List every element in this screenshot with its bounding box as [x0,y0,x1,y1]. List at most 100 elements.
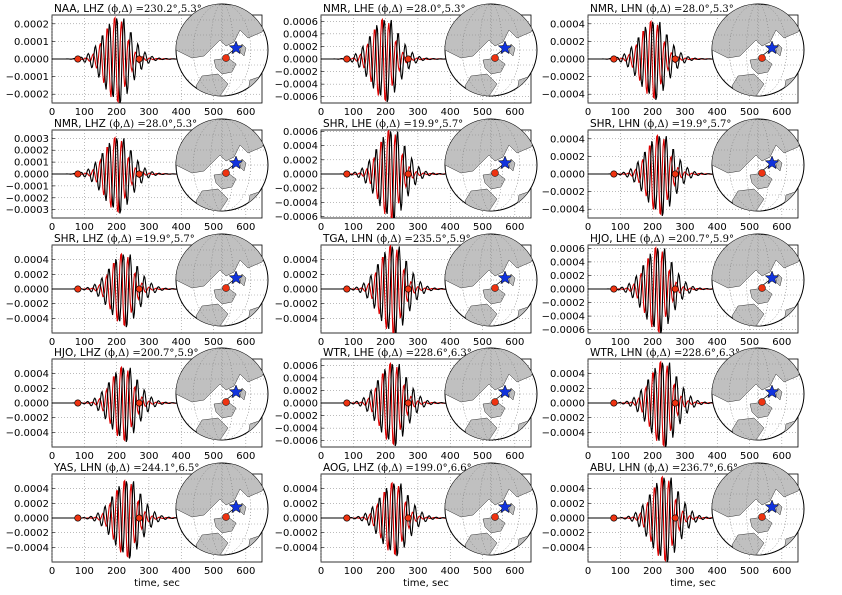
y-tick-label: 0.0000 [550,55,585,66]
y-tick-label: −0.0004 [275,198,318,209]
panel-nmr-lhn: 0 100 200 300 400 500 600 0.0004 0.0002 0.0000 −0.… [542,3,805,118]
y-tick-label: 0.0002 [283,270,318,281]
panel-abu-lhn: 0 100 200 300 400 500 600 0.0004 0.0002 0.0000 −0.… [542,462,805,589]
panel-hjo-lhe: 0 100 200 300 400 500 600 0.0006 0.0004 0.0002 0.0… [542,233,805,348]
y-tick-label: 0.0002 [283,499,318,510]
x-tick-label: 500 [204,222,223,233]
x-tick-label: 200 [643,451,662,462]
globe-inset [711,3,805,97]
y-tick-label: 0.0000 [550,399,585,410]
landmass [731,188,765,211]
x-tick-label: 100 [75,107,94,118]
panel-title: WTR, LHE (ϕ,Δ) =228.6°,6.3° [323,347,472,359]
x-tick-label: 300 [139,337,158,348]
y-tick-label: −0.0002 [6,90,49,101]
y-tick-label: 0.0000 [14,285,49,296]
y-tick-label: −0.0002 [6,413,49,424]
event-star-icon [228,270,244,285]
x-tick-label: 400 [441,107,460,118]
y-tick-label: 0.0000 [550,170,585,181]
globe-inset [444,347,538,441]
event-star-icon [497,270,513,285]
y-tick-label: 0.0000 [550,514,585,525]
globe-inset [711,233,805,327]
window-marker [343,514,351,522]
x-tick-label: 500 [740,222,759,233]
x-tick-label: 600 [772,107,791,118]
x-tick-label: 400 [441,451,460,462]
y-tick-label: 0.0002 [14,499,49,510]
y-tick-label: −0.0004 [542,312,585,323]
event-star-icon [497,384,513,399]
x-tick-label: 500 [204,566,223,577]
globe-inset [711,347,805,441]
meridian [729,119,787,211]
x-tick-label: 400 [441,566,460,577]
y-tick-label: 0.0004 [283,141,318,152]
x-tick-label: 500 [473,222,492,233]
event-star-icon [497,40,513,55]
panel-wtr-lhn: 0 100 200 300 400 500 600 0.0004 0.0002 0.0000 −0.… [542,347,805,462]
x-tick-label: 0 [49,222,55,233]
x-tick-label: 200 [107,107,126,118]
y-tick-label: 0.0000 [14,399,49,410]
x-tick-label: 400 [172,222,191,233]
y-tick-label: 0.0006 [283,127,318,138]
panel-title: SHR, LHN (ϕ,Δ) =19.9°,5.7° [590,118,731,130]
window-marker [404,514,412,522]
meridian [729,4,787,96]
x-tick-label: 0 [49,337,55,348]
window-marker [74,170,82,178]
station-marker [222,169,230,177]
panel-title: YAS, LHN (ϕ,Δ) =244.1°,6.5° [53,462,199,474]
panel-shr-lhz: 0 100 200 300 400 500 600 0.0004 0.0002 0.0000 −0.… [6,233,269,348]
event-star-icon [228,155,244,170]
landmass [195,417,229,440]
x-tick-label: 200 [643,107,662,118]
window-marker [135,170,143,178]
y-tick-label: −0.0006 [542,325,585,336]
window-marker [135,55,143,63]
y-tick-label: −0.0006 [275,436,318,447]
globe-inset [711,462,805,556]
x-tick-label: 600 [505,451,524,462]
y-tick-label: −0.0002 [6,528,49,539]
panel-params: (ϕ,Δ) =28.0°,5.3° [646,4,734,15]
y-tick-label: 0.0006 [550,244,585,255]
window-marker [671,55,679,63]
x-tick-label: 300 [139,222,158,233]
window-marker [404,170,412,178]
x-tick-label: 100 [75,222,94,233]
y-tick-label: 0.0004 [550,369,585,380]
y-tick-label: 0.0003 [14,134,49,145]
x-tick-label: 300 [408,107,427,118]
globe-inset [444,233,538,327]
y-tick-label: −0.0002 [6,193,49,204]
x-tick-label: 100 [611,107,630,118]
y-tick-label: 0.0000 [283,55,318,66]
x-tick-label: 300 [675,337,694,348]
x-tick-label: 100 [344,337,363,348]
y-tick-label: 0.0002 [550,271,585,282]
y-tick-label: 0.0001 [14,37,49,48]
window-marker [135,399,143,407]
x-tick-label: 400 [708,107,727,118]
globe-inset [444,462,538,556]
x-tick-label: 100 [344,222,363,233]
x-tick-label: 400 [172,107,191,118]
y-tick-label: −0.0004 [6,428,49,439]
y-tick-label: −0.0002 [542,413,585,424]
y-tick-label: 0.0002 [550,384,585,395]
y-tick-label: 0.0002 [14,19,49,30]
panel-params: (ϕ,Δ) =19.9°,5.7° [107,234,195,245]
meridian [462,463,520,555]
x-tick-label: 100 [344,451,363,462]
y-tick-label: 0.0004 [14,484,49,495]
panel-hjo-lhz: 0 100 200 300 400 500 600 0.0004 0.0002 0.0000 −0.… [6,347,269,462]
x-tick-label: 500 [740,451,759,462]
x-tick-label: 0 [585,107,591,118]
x-tick-label: 200 [376,222,395,233]
panel-title: SHR, LHE (ϕ,Δ) =19.9°,5.7° [323,118,463,130]
